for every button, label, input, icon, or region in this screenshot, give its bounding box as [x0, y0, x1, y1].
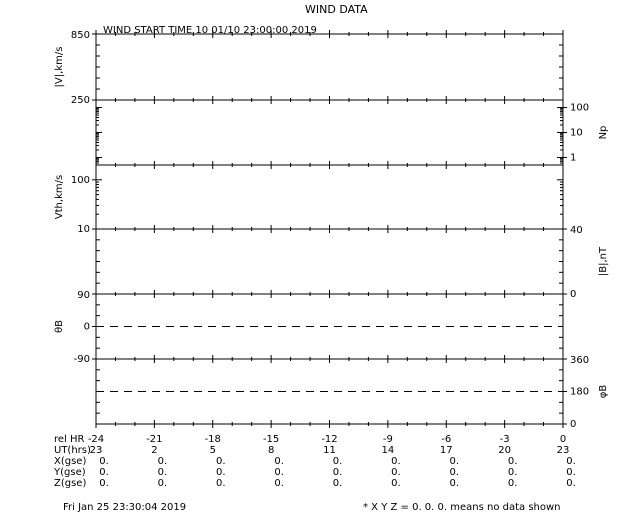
table-cell: 0.: [566, 467, 576, 478]
table-row-label: Y(gse): [53, 467, 86, 478]
table-cell: 0.: [99, 467, 109, 478]
footer-note: * X Y Z = 0. 0. 0. means no data shown: [363, 502, 561, 513]
table-cell: -18: [205, 434, 221, 445]
y-tick-label: 0: [570, 419, 576, 430]
y-tick-label: 10: [77, 224, 90, 235]
y-axis-label: θB: [54, 320, 65, 333]
table-cell: 0.: [158, 456, 168, 467]
chart-title: WIND DATA: [305, 3, 368, 16]
table-cell: -12: [321, 434, 337, 445]
table-cell: 0.: [333, 467, 343, 478]
table-row-label: X(gse): [54, 456, 86, 467]
y-tick-label: 0: [570, 289, 576, 300]
y-tick-label: 360: [570, 355, 589, 366]
table-cell: -15: [263, 434, 279, 445]
table-cell: 2: [151, 445, 157, 456]
footer-timestamp: Fri Jan 25 23:30:04 2019: [63, 502, 187, 513]
table-row-label: rel HR: [54, 434, 85, 445]
y-tick-label: 100: [570, 103, 589, 114]
table-cell: 0.: [216, 478, 226, 489]
table-cell: 0.: [216, 467, 226, 478]
y-tick-label: 100: [71, 175, 90, 186]
y-tick-label: -90: [74, 354, 90, 365]
table-cell: 8: [268, 445, 274, 456]
table-cell: 0.: [333, 478, 343, 489]
table-row-label: Z(gse): [54, 478, 86, 489]
table-cell: 0.: [99, 456, 109, 467]
y-tick-label: 40: [570, 225, 583, 236]
y-tick-label: 250: [71, 95, 90, 106]
table-cell: 0.: [449, 478, 459, 489]
table-cell: 0.: [274, 467, 284, 478]
table-cell: -9: [383, 434, 393, 445]
y-tick-label: 1: [570, 152, 576, 163]
table-cell: 23: [90, 445, 103, 456]
table-cell: 0.: [158, 478, 168, 489]
y-tick-label: 850: [71, 30, 90, 41]
table-cell: 17: [440, 445, 453, 456]
table-cell: 0.: [274, 478, 284, 489]
table-cell: 0.: [216, 456, 226, 467]
table-cell: 11: [323, 445, 336, 456]
start-time-label: WIND START TIME 10 01/10 23:00:00 2019: [103, 25, 317, 36]
y-axis-label: |V|,km/s: [54, 47, 65, 88]
table-cell: -24: [88, 434, 104, 445]
y-axis-label: φB: [598, 385, 609, 399]
y-axis-label: |B|,nT: [598, 246, 609, 276]
table-cell: 23: [557, 445, 570, 456]
table-cell: 0.: [508, 478, 518, 489]
table-cell: 0.: [449, 467, 459, 478]
y-tick-label: 0: [84, 322, 90, 333]
table-cell: 0.: [566, 478, 576, 489]
table-cell: 0: [560, 434, 566, 445]
y-axis-label: Vth,km/s: [54, 175, 65, 219]
table-cell: 5: [210, 445, 216, 456]
table-cell: 0.: [274, 456, 284, 467]
table-cell: 0.: [566, 456, 576, 467]
table-row-label: UT(hrs): [54, 445, 91, 456]
table-cell: 0.: [391, 478, 401, 489]
table-cell: 20: [498, 445, 511, 456]
table-cell: -6: [441, 434, 451, 445]
table-cell: 0.: [391, 456, 401, 467]
table-cell: 0.: [508, 467, 518, 478]
y-tick-label: 10: [570, 128, 583, 139]
table-cell: -3: [500, 434, 510, 445]
table-cell: 0.: [391, 467, 401, 478]
y-tick-label: 90: [77, 290, 90, 301]
table-cell: 0.: [333, 456, 343, 467]
table-cell: 0.: [99, 478, 109, 489]
table-cell: 0.: [449, 456, 459, 467]
table-cell: 0.: [508, 456, 518, 467]
table-cell: 14: [382, 445, 395, 456]
y-tick-label: 180: [570, 387, 589, 398]
table-cell: -21: [146, 434, 162, 445]
table-cell: 0.: [158, 467, 168, 478]
y-axis-label: Np: [598, 126, 609, 140]
